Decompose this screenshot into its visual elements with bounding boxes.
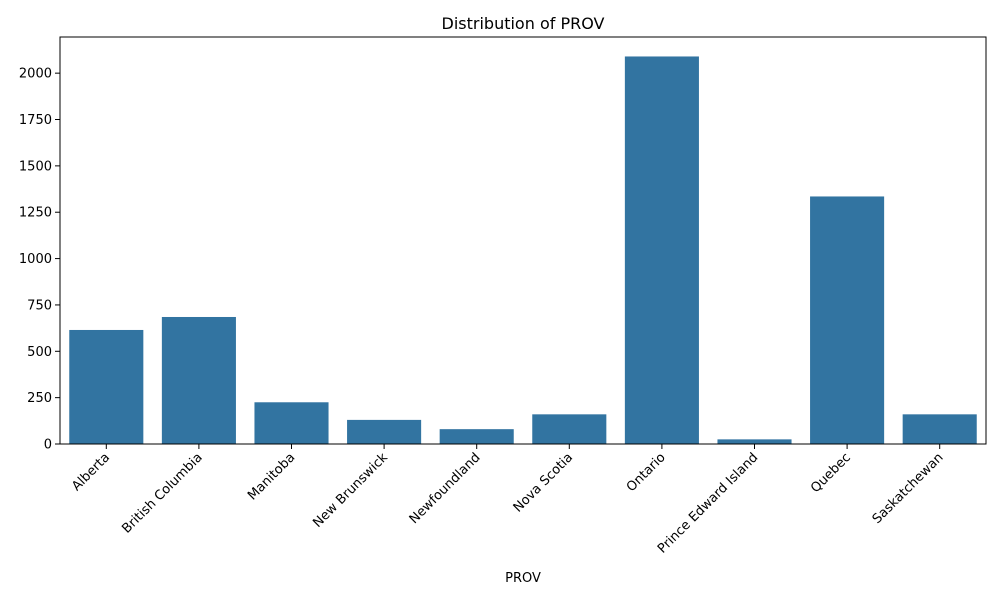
y-tick-label: 500 [27, 345, 52, 360]
bar-quebec [810, 196, 885, 444]
y-tick-label: 1250 [19, 206, 52, 221]
y-tick-label: 2000 [19, 67, 52, 82]
plot-frame [59, 36, 987, 445]
y-tick-label: 750 [27, 298, 52, 313]
x-tick-label: Prince Edward Island [655, 450, 761, 556]
y-tick-label: 1500 [19, 159, 52, 174]
x-tick-label: Newfoundland [407, 450, 484, 527]
bars [69, 56, 977, 445]
x-tick-label: Quebec [808, 450, 854, 496]
x-tick-label: New Brunswick [310, 450, 391, 531]
bar-nova-scotia [532, 414, 607, 444]
x-axis: Alberta British Columbia Manitoba New Bruns… [69, 444, 947, 557]
x-tick-label: Alberta [69, 450, 113, 494]
bar-british-columbia [161, 316, 236, 444]
x-tick-label: Ontario [624, 450, 669, 495]
y-axis: 0 250 500 750 1000 1250 1500 1750 2000 [19, 67, 60, 453]
y-tick-label: 1750 [19, 113, 52, 128]
x-axis-label: PROV [505, 571, 541, 586]
y-tick-label: 1000 [19, 252, 52, 267]
bar-saskatchewan [902, 414, 977, 444]
bar-alberta [69, 329, 144, 444]
chart-title: Distribution of PROV [442, 14, 605, 33]
bar-new-brunswick [347, 419, 422, 444]
x-tick-label: Nova Scotia [511, 450, 576, 515]
bar-prince-edward-island [717, 439, 792, 444]
x-tick-label: Saskatchewan [870, 450, 947, 527]
y-tick-label: 0 [44, 438, 52, 453]
bar-newfoundland [439, 429, 514, 444]
x-tick-label: Manitoba [245, 450, 298, 503]
bar-ontario [624, 56, 699, 445]
x-tick-label: British Columbia [119, 450, 205, 536]
bar-manitoba [254, 402, 329, 444]
y-tick-label: 250 [27, 391, 52, 406]
